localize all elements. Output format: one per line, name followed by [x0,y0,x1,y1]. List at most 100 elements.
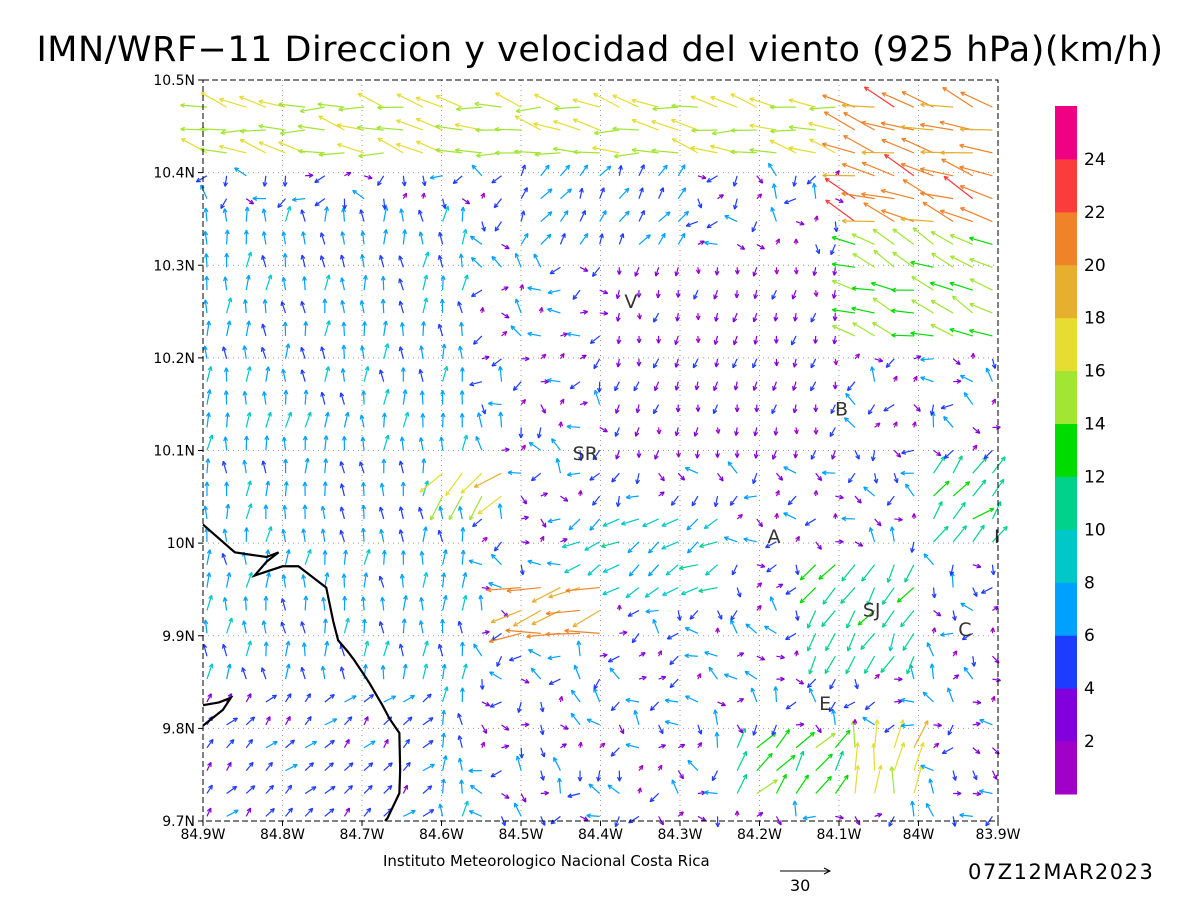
wind-arrow [634,267,640,277]
wind-arrow-head [940,404,945,409]
wind-arrow-head [544,492,548,497]
wind-arrow-head [386,206,389,211]
wind-arrow [363,693,375,703]
wind-arrow [831,235,856,245]
wind-arrow-shaft [775,472,784,481]
wind-arrow-shaft [226,762,232,771]
wind-arrow-head [362,596,366,602]
wind-arrow [868,527,876,543]
wind-arrow-head [715,453,719,458]
wind-arrow [783,466,797,474]
wind-arrow-shaft [226,785,237,794]
wind-arrow [933,722,942,728]
wind-arrow-head [841,516,847,520]
wind-arrow-head [226,252,230,258]
wind-arrow [521,722,530,728]
wind-arrow-head [508,656,513,661]
wind-arrow-shaft [579,266,589,272]
wind-arrow [205,458,211,474]
wind-arrow-shaft [206,784,213,794]
wind-arrow-shaft [314,175,326,184]
wind-arrow-shaft [442,343,446,359]
wind-arrow-head [881,599,884,605]
wind-arrow-shaft [488,582,502,589]
wind-arrow [613,152,640,159]
wind-arrow-head [878,813,883,818]
wind-arrow-shaft [559,164,570,177]
wind-arrow-shaft [361,231,365,245]
wind-arrow [457,713,463,726]
wind-arrow-shaft [882,610,895,628]
wind-arrow [579,164,589,177]
wind-arrow [363,762,374,772]
wind-arrow [717,701,726,707]
wind-arrow [810,450,817,460]
wind-arrow-head [209,389,212,395]
wind-arrow [763,625,777,634]
wind-arrow [243,596,249,611]
wind-arrow [671,138,699,154]
wind-arrow [457,620,463,634]
wind-arrow-head [267,480,271,486]
wind-arrow [401,618,407,634]
wind-arrow [359,209,365,222]
wind-arrow-head [661,544,666,550]
wind-arrow-head [589,525,592,531]
wind-arrow [519,564,525,576]
wind-arrow-head [284,321,288,327]
wind-arrow-shaft [751,221,758,233]
wind-arrow-head [383,458,387,464]
wind-arrow-shaft [658,233,666,245]
wind-arrow-head [740,698,745,703]
wind-arrow-shaft [494,541,502,552]
wind-arrow-shaft [264,299,267,314]
wind-arrow-shaft [933,456,946,474]
wind-arrow-shaft [362,528,365,542]
wind-arrow [281,368,287,382]
wind-arrow-head [642,676,647,681]
wind-arrow [766,564,777,573]
wind-arrow [324,718,338,726]
wind-arrow-head [475,435,481,440]
wind-arrow [520,164,527,176]
wind-arrow [806,610,817,629]
wind-arrow [363,366,370,382]
wind-arrow [913,720,929,749]
wind-arrow-shaft [340,461,346,474]
wind-arrow-head [379,621,384,626]
wind-arrow [834,170,840,177]
wind-arrow-shaft [861,161,895,177]
wind-arrow-shaft [507,471,522,474]
wind-arrow-head [234,717,238,723]
wind-arrow-shaft [280,129,306,135]
wind-arrow-head [399,506,404,511]
wind-arrow-head [289,206,292,211]
wind-arrow [245,320,251,337]
wind-arrow [362,321,368,336]
wind-arrow [854,678,859,690]
wind-arrow-head [734,453,738,458]
wind-arrow-shaft [224,276,228,291]
wind-arrow-shaft [358,152,384,157]
wind-arrow-shaft [469,810,483,817]
wind-arrow [460,206,466,222]
wind-arrow-head [861,150,867,153]
wind-arrow [830,244,836,256]
wind-arrow [972,444,978,451]
wind-arrow [531,587,561,603]
wind-arrow-head [539,707,544,713]
wind-arrow [422,663,429,680]
wind-arrow-shaft [766,564,777,573]
wind-arrow-head [902,645,905,651]
wind-arrow-head [553,146,558,150]
wind-arrow-head [976,566,981,569]
wind-arrow-shaft [828,701,836,713]
wind-arrow [810,358,817,369]
wind-arrow-head [328,274,331,280]
wind-arrow [689,610,699,620]
wind-arrow-head [611,477,614,483]
wind-arrow-head [461,390,465,395]
wind-arrow [285,807,293,817]
wind-arrow-shaft [685,467,699,474]
wind-arrow-head [591,271,595,277]
